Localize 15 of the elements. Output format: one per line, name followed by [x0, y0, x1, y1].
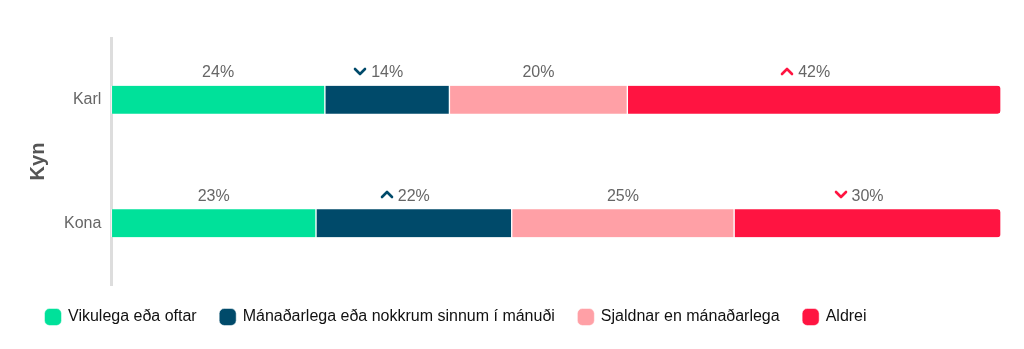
data-label: 23%: [197, 186, 230, 204]
y-tick-label: Karl: [72, 90, 102, 108]
data-label: 25%: [606, 186, 639, 204]
legend-label: Sjaldnar en mánaðarlega: [600, 307, 780, 325]
data-label: 20%: [522, 63, 555, 81]
data-label: 42%: [798, 63, 831, 81]
data-label: 24%: [202, 63, 235, 81]
data-label: 30%: [851, 186, 884, 204]
y-tick-label: Kona: [63, 213, 102, 231]
legend-label: Aldrei: [825, 307, 867, 325]
legend-label: Vikulega eða oftar: [68, 307, 198, 325]
data-label: 14%: [371, 63, 404, 81]
data-label: 22%: [397, 186, 430, 204]
y-axis-title: Kyn: [25, 142, 48, 181]
legend-label: Mánaðarlega eða nokkrum sinnum í mánuði: [242, 307, 555, 325]
